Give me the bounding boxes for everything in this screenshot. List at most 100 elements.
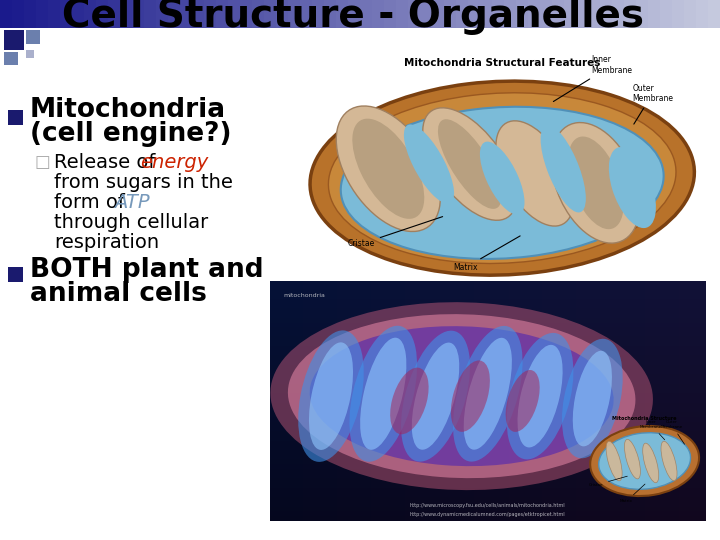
Bar bbox=[0, 0, 13, 28]
Text: respiration: respiration bbox=[54, 233, 159, 252]
Bar bbox=[96, 0, 109, 28]
Text: Mitochondria Structural Features: Mitochondria Structural Features bbox=[404, 58, 600, 69]
Text: from sugars in the: from sugars in the bbox=[54, 172, 233, 192]
Bar bbox=[636, 0, 649, 28]
Bar bbox=[120, 0, 133, 28]
Ellipse shape bbox=[423, 108, 516, 220]
Text: Mitochondria: Mitochondria bbox=[30, 97, 226, 123]
Bar bbox=[564, 0, 577, 28]
Text: Mitochondria Structure: Mitochondria Structure bbox=[613, 416, 677, 421]
Bar bbox=[324, 0, 337, 28]
Text: ATP: ATP bbox=[114, 192, 150, 212]
Bar bbox=[672, 0, 685, 28]
Bar bbox=[4, 30, 24, 50]
Ellipse shape bbox=[552, 123, 640, 243]
Text: Cell Structure - Organelles: Cell Structure - Organelles bbox=[62, 0, 644, 35]
Bar bbox=[372, 0, 385, 28]
Bar bbox=[36, 0, 49, 28]
Bar bbox=[408, 0, 421, 28]
Ellipse shape bbox=[298, 330, 364, 462]
Bar bbox=[252, 0, 265, 28]
Bar bbox=[26, 30, 40, 44]
Bar bbox=[60, 0, 73, 28]
Text: Inner
Membrane: Inner Membrane bbox=[639, 420, 665, 440]
Ellipse shape bbox=[599, 433, 690, 489]
Ellipse shape bbox=[360, 338, 406, 450]
Bar bbox=[72, 0, 85, 28]
Bar bbox=[360, 0, 373, 28]
Ellipse shape bbox=[390, 368, 428, 434]
Bar bbox=[216, 0, 229, 28]
Bar bbox=[444, 0, 457, 28]
Ellipse shape bbox=[310, 326, 613, 466]
Bar bbox=[432, 0, 445, 28]
Text: BOTH plant and: BOTH plant and bbox=[30, 257, 264, 283]
Text: animal cells: animal cells bbox=[30, 281, 207, 307]
Bar bbox=[24, 0, 37, 28]
Bar bbox=[312, 0, 325, 28]
Bar bbox=[468, 0, 481, 28]
Bar bbox=[576, 0, 589, 28]
Text: Outer
Membrane: Outer Membrane bbox=[632, 84, 673, 124]
Ellipse shape bbox=[518, 345, 562, 448]
Text: mitochondria: mitochondria bbox=[283, 293, 325, 298]
Text: http://www.dynamicmedicalumned.com/pages/etktropicet.html: http://www.dynamicmedicalumned.com/pages… bbox=[410, 512, 566, 517]
Bar bbox=[504, 0, 517, 28]
Ellipse shape bbox=[480, 141, 524, 215]
Ellipse shape bbox=[438, 119, 501, 209]
Bar bbox=[552, 0, 565, 28]
Ellipse shape bbox=[404, 124, 454, 204]
Bar bbox=[132, 0, 145, 28]
Ellipse shape bbox=[624, 440, 640, 479]
Text: Release of: Release of bbox=[54, 152, 161, 172]
Bar bbox=[420, 0, 433, 28]
Bar bbox=[348, 0, 361, 28]
Bar bbox=[288, 0, 301, 28]
Bar bbox=[696, 0, 709, 28]
Bar bbox=[480, 0, 493, 28]
Text: Matrix: Matrix bbox=[454, 236, 520, 272]
Bar bbox=[264, 0, 277, 28]
Text: Cristae: Cristae bbox=[348, 217, 443, 248]
Bar bbox=[684, 0, 697, 28]
Ellipse shape bbox=[464, 338, 512, 450]
Text: Cristae: Cristae bbox=[588, 476, 627, 487]
Bar bbox=[204, 0, 217, 28]
Bar bbox=[612, 0, 625, 28]
Text: Matrix: Matrix bbox=[620, 484, 645, 503]
Bar bbox=[540, 0, 553, 28]
Ellipse shape bbox=[349, 326, 417, 462]
Bar bbox=[648, 0, 661, 28]
Ellipse shape bbox=[643, 443, 659, 483]
Ellipse shape bbox=[310, 81, 694, 275]
Bar bbox=[228, 0, 241, 28]
Text: Outer
Membrane: Outer Membrane bbox=[660, 420, 685, 444]
Text: through cellular: through cellular bbox=[54, 213, 208, 232]
Bar bbox=[588, 0, 601, 28]
Bar bbox=[384, 0, 397, 28]
Bar bbox=[336, 0, 349, 28]
Ellipse shape bbox=[541, 125, 586, 212]
Bar bbox=[276, 0, 289, 28]
Text: □: □ bbox=[34, 153, 50, 171]
Bar bbox=[708, 0, 720, 28]
Bar bbox=[12, 0, 25, 28]
Ellipse shape bbox=[496, 121, 574, 226]
Ellipse shape bbox=[606, 441, 622, 481]
Ellipse shape bbox=[451, 360, 490, 432]
Ellipse shape bbox=[573, 351, 612, 447]
Ellipse shape bbox=[328, 93, 676, 264]
Text: form of: form of bbox=[54, 192, 131, 212]
Bar bbox=[624, 0, 637, 28]
Text: http://www.microscopy.fsu.edu/cells/animals/mitochondria.html: http://www.microscopy.fsu.edu/cells/anim… bbox=[410, 503, 566, 508]
Text: (cell engine?): (cell engine?) bbox=[30, 121, 232, 147]
Ellipse shape bbox=[568, 137, 624, 229]
Ellipse shape bbox=[562, 339, 623, 458]
Bar bbox=[456, 0, 469, 28]
Ellipse shape bbox=[271, 302, 653, 490]
Bar bbox=[528, 0, 541, 28]
Ellipse shape bbox=[453, 326, 523, 462]
Text: energy: energy bbox=[140, 152, 208, 172]
Ellipse shape bbox=[352, 119, 424, 219]
Bar bbox=[240, 0, 253, 28]
